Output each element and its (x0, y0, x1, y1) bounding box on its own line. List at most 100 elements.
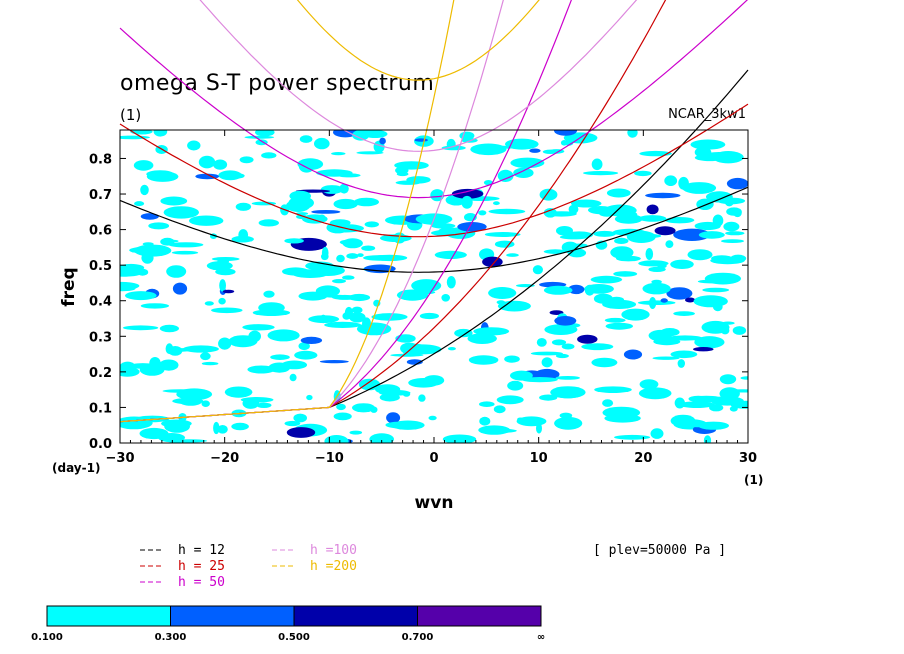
power-contour (267, 329, 300, 342)
power-contour (690, 139, 726, 150)
power-contour (261, 152, 277, 159)
power-contour (140, 303, 170, 309)
dispersion-curve-upper (296, 0, 540, 81)
power-contour (339, 183, 349, 194)
power-contour (521, 377, 558, 383)
power-contour (235, 202, 252, 211)
power-contour (140, 184, 149, 196)
power-contour (726, 177, 748, 190)
power-contour (732, 326, 747, 335)
power-contour (315, 285, 340, 297)
power-contour (614, 214, 643, 224)
x-tick-label: 20 (634, 451, 652, 466)
power-contour (263, 290, 275, 298)
power-contour (605, 322, 633, 330)
power-contour (470, 143, 507, 156)
x-axis-unit: (1) (744, 473, 763, 487)
power-contour (650, 428, 664, 439)
power-contour (712, 214, 724, 227)
power-contour (331, 294, 358, 300)
power-contour (324, 435, 349, 443)
dispersion-curve-lower (119, 69, 749, 423)
power-contour (125, 291, 157, 301)
power-contour (473, 327, 510, 336)
power-contour (583, 171, 619, 176)
power-contour (120, 416, 153, 430)
power-contour (297, 158, 324, 170)
power-contour (673, 311, 695, 316)
power-contour (356, 151, 384, 155)
power-contour (539, 188, 558, 201)
power-contour (200, 352, 211, 361)
power-contour (653, 338, 681, 346)
power-contour (689, 395, 724, 403)
colorbar-label: 0.300 (155, 632, 187, 643)
power-contour (554, 130, 577, 136)
power-contour (591, 158, 603, 171)
power-contour (454, 328, 473, 338)
power-contour (606, 188, 631, 198)
power-contour (349, 312, 366, 323)
power-contour (442, 434, 477, 443)
power-contour (349, 430, 363, 435)
power-contour (539, 394, 558, 401)
power-contour (642, 282, 671, 295)
power-contour (311, 210, 341, 214)
power-contour (488, 208, 526, 215)
power-contour (339, 239, 358, 245)
power-contour (555, 353, 569, 359)
power-contour (717, 197, 746, 205)
power-contour (657, 263, 667, 269)
y-axis-ticks: 0.0 0.1 0.2 0.3 0.4 0.5 0.6 0.7 0.8 (89, 152, 748, 452)
power-contour (244, 135, 275, 139)
power-contour (134, 201, 145, 207)
dispersion-curve-lower (119, 0, 455, 423)
y-tick-label: 0.2 (89, 366, 112, 381)
power-contour (149, 357, 161, 370)
power-contour (627, 130, 638, 138)
power-contour (677, 423, 696, 428)
power-contour (493, 405, 506, 414)
power-contour (219, 279, 227, 292)
colorbar-segment (417, 605, 542, 627)
power-contour (286, 427, 316, 438)
power-contour (294, 350, 318, 360)
colorbar-label: 0.700 (402, 632, 434, 643)
power-contour (513, 167, 534, 178)
power-contour (161, 419, 192, 428)
power-contour (371, 313, 408, 321)
power-contour (218, 297, 226, 305)
power-contour (321, 246, 329, 259)
power-contour (213, 159, 228, 170)
power-contour (213, 421, 220, 435)
power-contour (602, 406, 641, 419)
power-contour (176, 388, 213, 401)
power-contour (168, 346, 183, 356)
power-contour (411, 279, 442, 293)
power-contour (140, 213, 159, 220)
power-contour (258, 219, 279, 227)
power-contour (693, 347, 714, 352)
power-contour (517, 417, 524, 422)
power-contour (621, 308, 650, 321)
power-contour (682, 182, 717, 194)
power-contour (570, 199, 602, 208)
power-contour (217, 425, 228, 434)
dispersion-curves (119, 0, 749, 423)
power-contour (468, 355, 499, 365)
power-contour (698, 231, 725, 239)
power-contour (457, 222, 487, 232)
y-tick-label: 0.3 (89, 330, 112, 345)
power-contour (599, 210, 615, 217)
power-contour (478, 210, 487, 216)
power-contour (146, 170, 174, 179)
power-contour (308, 315, 340, 323)
power-contour (664, 217, 695, 224)
power-contour (446, 276, 456, 289)
power-contour (678, 401, 715, 409)
power-contour (554, 416, 583, 430)
power-contour (198, 155, 216, 169)
colorbar-label: ∞ (537, 632, 545, 643)
power-contour (604, 317, 626, 323)
